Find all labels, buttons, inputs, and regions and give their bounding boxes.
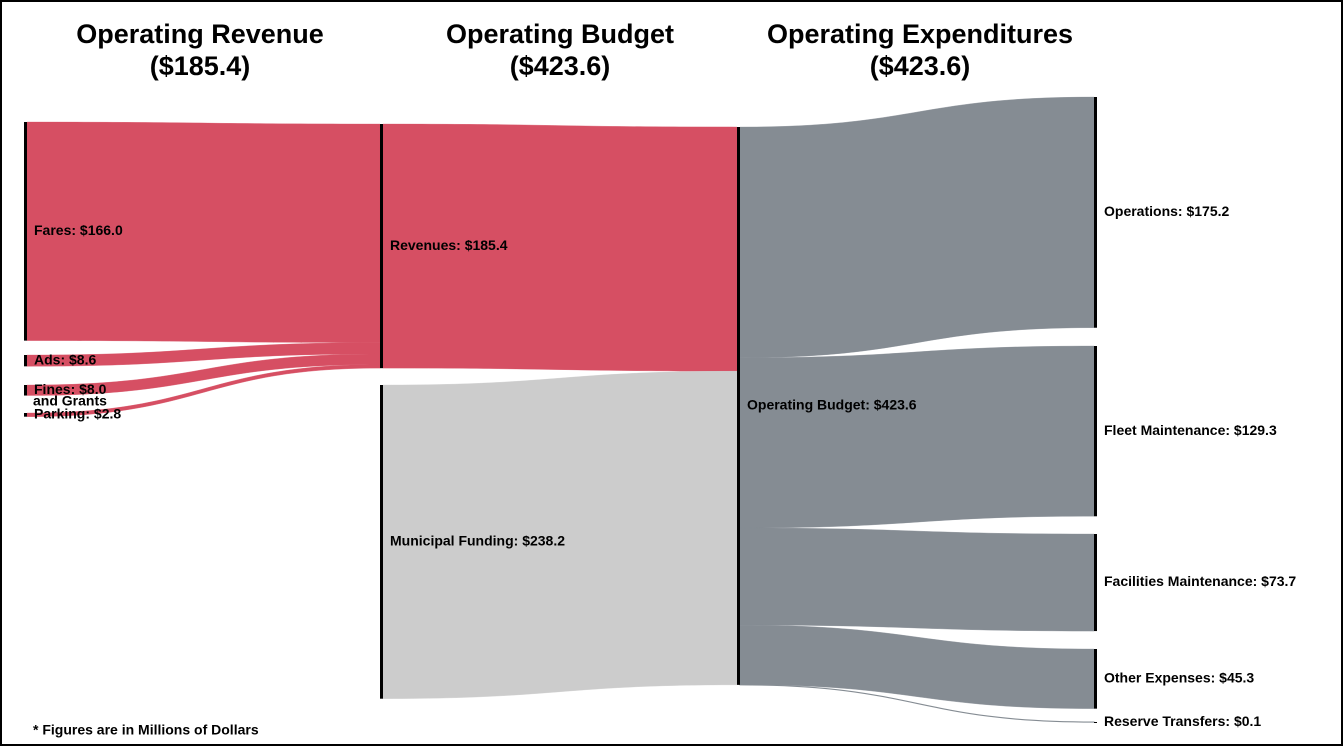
link — [739, 527, 1095, 632]
node-label: Parking: $2.8 — [34, 406, 121, 422]
node — [1094, 97, 1097, 328]
links — [26, 96, 1095, 723]
node — [737, 127, 740, 685]
node — [24, 385, 27, 396]
node-label: Fleet Maintenance: $129.3 — [1104, 422, 1277, 438]
link — [26, 364, 381, 417]
node — [1094, 346, 1097, 517]
node-label: Operations: $175.2 — [1104, 203, 1229, 219]
column-total: ($185.4) — [150, 51, 251, 81]
node — [24, 122, 27, 341]
node-label: Fares: $166.0 — [34, 222, 123, 238]
node-label: Operating Budget: $423.6 — [747, 397, 917, 413]
node-label: Municipal Funding: $238.2 — [390, 533, 565, 549]
node-label: Other Expenses: $45.3 — [1104, 670, 1254, 686]
node — [1094, 534, 1097, 632]
node-label: Fines: $8.0 — [34, 381, 107, 397]
node — [380, 124, 383, 369]
node — [380, 385, 383, 699]
nodes — [24, 97, 1097, 723]
column-title: Operating Expenditures — [767, 19, 1073, 49]
node-label: Revenues: $185.4 — [390, 237, 508, 253]
node — [1094, 649, 1097, 709]
annotation: and Grants — [33, 393, 107, 409]
node — [24, 413, 27, 417]
column-total: ($423.6) — [870, 51, 971, 81]
node — [1094, 722, 1097, 723]
node-label: Ads: $8.6 — [34, 351, 96, 367]
node — [24, 355, 27, 367]
column-title: Operating Budget — [446, 19, 674, 49]
column-title: Operating Revenue — [76, 19, 324, 49]
node-label: Facilities Maintenance: $73.7 — [1104, 573, 1296, 589]
node-label: Reserve Transfers: $0.1 — [1104, 713, 1261, 729]
link — [739, 345, 1095, 529]
labels: Fares: $166.0 Ads: $8.6 Fines: $8.0 Parking… — [34, 203, 1296, 729]
column-total: ($423.6) — [510, 51, 611, 81]
footnote: * Figures are in Millions of Dollars — [33, 722, 259, 738]
link — [739, 96, 1095, 358]
